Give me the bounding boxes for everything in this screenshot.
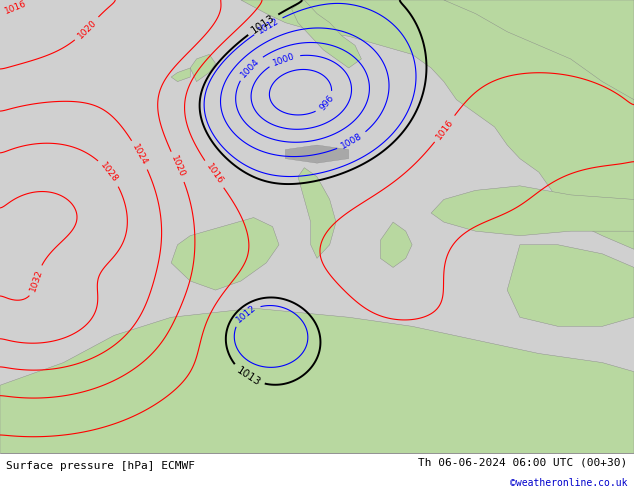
Text: ©weatheronline.co.uk: ©weatheronline.co.uk [510, 478, 628, 488]
Polygon shape [241, 0, 634, 249]
Polygon shape [444, 0, 634, 99]
Polygon shape [292, 0, 361, 68]
Polygon shape [431, 186, 634, 236]
Polygon shape [0, 308, 634, 453]
Text: 1020: 1020 [75, 18, 98, 40]
Text: 1016: 1016 [204, 162, 224, 186]
Text: 1016: 1016 [434, 117, 455, 141]
Text: 1032: 1032 [28, 269, 44, 293]
Text: Surface pressure [hPa] ECMWF: Surface pressure [hPa] ECMWF [6, 461, 195, 471]
Polygon shape [507, 245, 634, 326]
Polygon shape [380, 222, 412, 268]
Text: 1013: 1013 [235, 365, 262, 388]
Polygon shape [171, 68, 190, 82]
Text: 1016: 1016 [3, 0, 28, 16]
Text: 996: 996 [318, 94, 335, 113]
Text: Th 06-06-2024 06:00 UTC (00+30): Th 06-06-2024 06:00 UTC (00+30) [418, 458, 628, 467]
Text: 1020: 1020 [169, 154, 186, 179]
Polygon shape [285, 145, 349, 163]
Text: 1012: 1012 [234, 303, 257, 324]
Text: 1024: 1024 [131, 143, 150, 167]
Text: 1012: 1012 [256, 16, 280, 35]
Polygon shape [298, 168, 336, 258]
Polygon shape [190, 54, 216, 82]
Polygon shape [171, 218, 279, 290]
Text: 1000: 1000 [272, 51, 297, 68]
Text: 1008: 1008 [340, 131, 364, 151]
Text: 1004: 1004 [239, 56, 261, 79]
Text: 1028: 1028 [99, 161, 120, 185]
Text: 1013: 1013 [249, 13, 276, 36]
